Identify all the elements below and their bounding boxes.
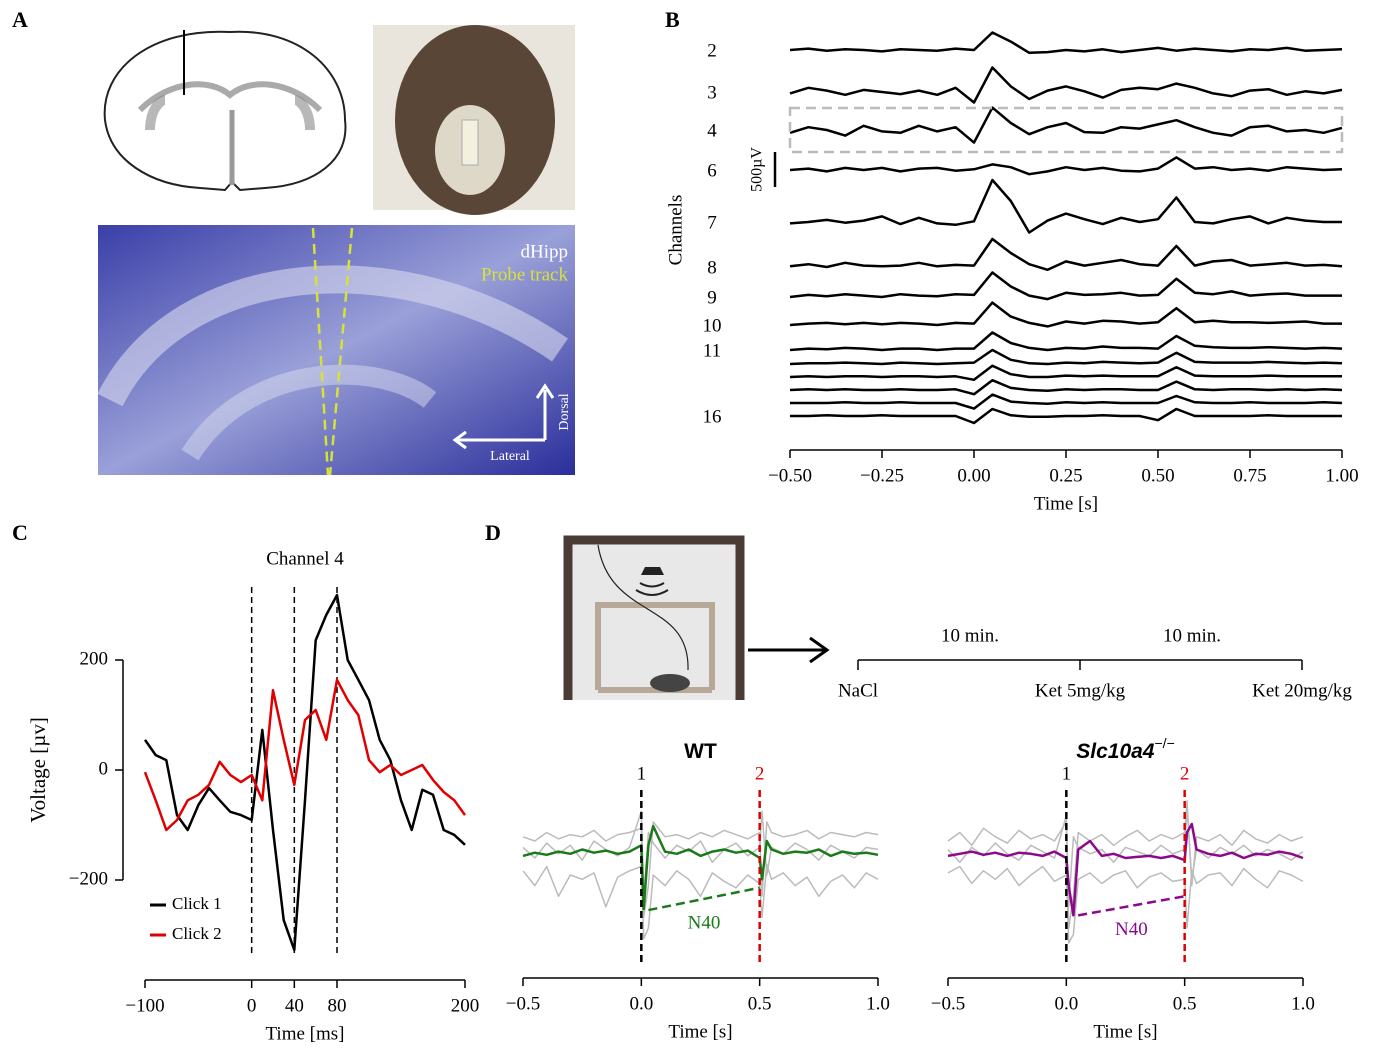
channel-label: 6	[707, 160, 717, 181]
x-tick-label: 0.25	[1049, 465, 1082, 486]
axis-direction: Dorsal	[557, 393, 572, 430]
x-tick-label: 40	[285, 995, 304, 1016]
event-label: 1	[637, 763, 647, 784]
histology	[98, 225, 575, 475]
trace	[790, 68, 1342, 103]
trace	[790, 108, 1342, 143]
x-tick-label: 1.00	[1325, 465, 1358, 486]
x-axis-label: Time [ms]	[265, 1023, 344, 1044]
scale-bar-label: 500µV	[749, 147, 766, 192]
panel-label: C	[12, 520, 28, 545]
channel-label: 9	[707, 287, 717, 308]
channel-label: 10	[703, 315, 722, 336]
x-tick-label: −0.5	[931, 993, 965, 1014]
panel-label: B	[665, 7, 680, 32]
x-tick-label: 0.50	[1141, 465, 1174, 486]
y-tick-label: 200	[80, 648, 109, 669]
figure: A B C D dHipp Probe track Dorsal Lateral	[0, 0, 1386, 1050]
legend-label: Click 2	[172, 924, 222, 943]
trace	[790, 239, 1342, 270]
chart-title-text: WT	[684, 740, 717, 763]
trace	[790, 380, 1342, 394]
x-tick-label: −0.25	[860, 465, 904, 486]
trace	[790, 366, 1342, 380]
trace	[790, 303, 1342, 327]
trial-trace	[948, 801, 1303, 929]
legend-label: Click 1	[172, 894, 222, 913]
trace	[790, 273, 1342, 300]
event-label: 2	[755, 763, 765, 784]
x-tick-label: 0	[247, 995, 257, 1016]
brain-atlas	[105, 30, 346, 190]
channel-label: 3	[707, 82, 717, 103]
chart-title: WT	[684, 740, 717, 763]
trace	[790, 409, 1342, 423]
channel-label: 2	[707, 40, 717, 61]
trace	[790, 180, 1342, 233]
event-label: 2	[1180, 763, 1190, 784]
n40-label: N40	[688, 912, 721, 933]
timeline-interval: 10 min.	[941, 625, 999, 646]
panel-label: A	[12, 7, 28, 32]
x-tick-label: 1.0	[866, 993, 890, 1014]
chart-title-superscript: −/−	[1155, 735, 1175, 751]
channel-label: 4	[707, 120, 717, 141]
chart-title: Channel 4	[266, 548, 344, 569]
mouse-photo	[373, 25, 575, 215]
x-tick-label: 80	[328, 995, 347, 1016]
panel-label: D	[485, 520, 501, 545]
chart-title: Slc10a4−/−	[1076, 735, 1175, 763]
histology-label: dHipp	[521, 241, 569, 262]
trace	[790, 395, 1342, 409]
trial-trace	[523, 822, 878, 918]
x-tick-label: −100	[125, 995, 164, 1016]
channel-label: 8	[707, 257, 717, 278]
x-tick-label: −0.50	[768, 465, 812, 486]
x-axis-label: Time [s]	[668, 1021, 732, 1042]
y-axis-label: Voltage [µv]	[26, 717, 50, 823]
channel-label: 7	[707, 212, 717, 233]
recording-cage	[568, 540, 740, 700]
n40-line	[648, 888, 759, 910]
timeline-stage: Ket 5mg/kg	[1035, 680, 1126, 701]
trace	[790, 33, 1342, 53]
x-axis-label: Time [s]	[1093, 1021, 1157, 1042]
x-tick-label: −0.5	[506, 993, 540, 1014]
histology-label: Probe track	[481, 264, 569, 285]
n40-line	[1078, 896, 1185, 915]
x-tick-label: 200	[451, 995, 480, 1016]
x-tick-label: 0.00	[957, 465, 990, 486]
x-tick-label: 1.0	[1291, 993, 1315, 1014]
channel-label: 16	[703, 406, 722, 427]
timeline-interval: 10 min.	[1163, 625, 1221, 646]
timeline-stage: Ket 20mg/kg	[1252, 680, 1352, 701]
chart-title-text: Slc10a4	[1076, 740, 1155, 763]
y-tick-label: 0	[99, 758, 109, 779]
x-tick-label: 0.5	[1173, 993, 1197, 1014]
channel-label: 11	[703, 340, 721, 361]
x-tick-label: 0.0	[1054, 993, 1078, 1014]
timeline-stage: NaCl	[838, 680, 878, 701]
y-tick-label: −200	[69, 868, 108, 889]
event-label: 1	[1062, 763, 1072, 784]
x-tick-label: 0.75	[1233, 465, 1266, 486]
trace	[790, 157, 1342, 174]
x-axis-label: Time [s]	[1034, 493, 1098, 514]
x-tick-label: 0.0	[629, 993, 653, 1014]
trace	[790, 333, 1342, 351]
y-axis-label: Channels	[665, 195, 686, 266]
x-tick-label: 0.5	[748, 993, 772, 1014]
highlight-box	[790, 108, 1342, 152]
trace	[790, 350, 1342, 364]
n40-label: N40	[1115, 919, 1148, 940]
axis-direction: Lateral	[490, 449, 530, 464]
